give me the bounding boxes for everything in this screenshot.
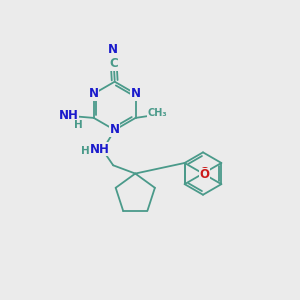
Text: O: O [200, 166, 209, 179]
Text: O: O [200, 168, 209, 181]
Text: CH₃: CH₃ [147, 108, 167, 118]
Text: N: N [108, 43, 118, 56]
Text: NH: NH [89, 142, 109, 156]
Text: H: H [74, 120, 82, 130]
Text: N: N [110, 124, 120, 136]
Text: H: H [81, 146, 90, 156]
Text: N: N [130, 87, 141, 100]
Text: NH: NH [59, 109, 79, 122]
Text: C: C [109, 57, 118, 70]
Text: N: N [89, 87, 99, 100]
